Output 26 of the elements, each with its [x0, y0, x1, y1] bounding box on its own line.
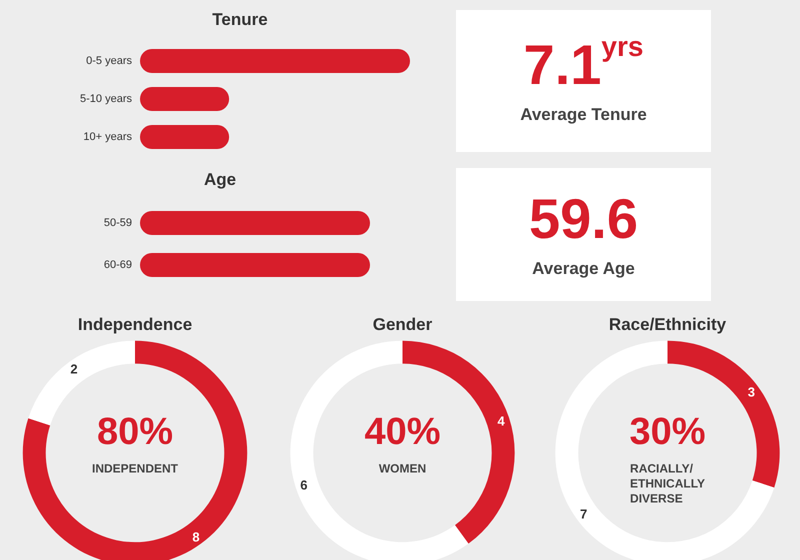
- y-tick-label: 10+ years: [83, 131, 132, 143]
- text: WOMEN: [378, 461, 426, 476]
- text: 40%: [364, 410, 441, 453]
- data-label: 4: [498, 413, 506, 428]
- y-tick-label: 60-69: [104, 259, 132, 271]
- text: Average Tenure: [520, 105, 647, 125]
- y-tick-label: 50-59: [104, 217, 132, 229]
- data-label: 7: [580, 506, 588, 522]
- data-label: 3: [748, 384, 756, 400]
- text: RACIALLY/ ETHNICALLY DIVERSE: [630, 461, 705, 506]
- chart-title: Tenure: [212, 10, 268, 29]
- chart-title: Independence: [78, 315, 192, 334]
- y-tick-label: 0-5 years: [86, 55, 132, 67]
- text: 30%: [629, 410, 706, 453]
- chart-title: Gender: [372, 315, 433, 334]
- text: 80%: [96, 410, 174, 453]
- text: Average Age: [532, 258, 635, 278]
- text: 59.6: [529, 186, 638, 250]
- text: INDEPENDENT: [92, 461, 179, 476]
- chart-title: Age: [204, 170, 236, 189]
- text: 7.1$^{yrs}$: [524, 31, 644, 96]
- y-tick-label: 5-10 years: [80, 93, 132, 105]
- data-label: 2: [70, 361, 78, 376]
- data-label: 8: [192, 529, 200, 544]
- chart-title: Race/Ethnicity: [608, 315, 727, 334]
- data-label: 6: [300, 477, 308, 492]
